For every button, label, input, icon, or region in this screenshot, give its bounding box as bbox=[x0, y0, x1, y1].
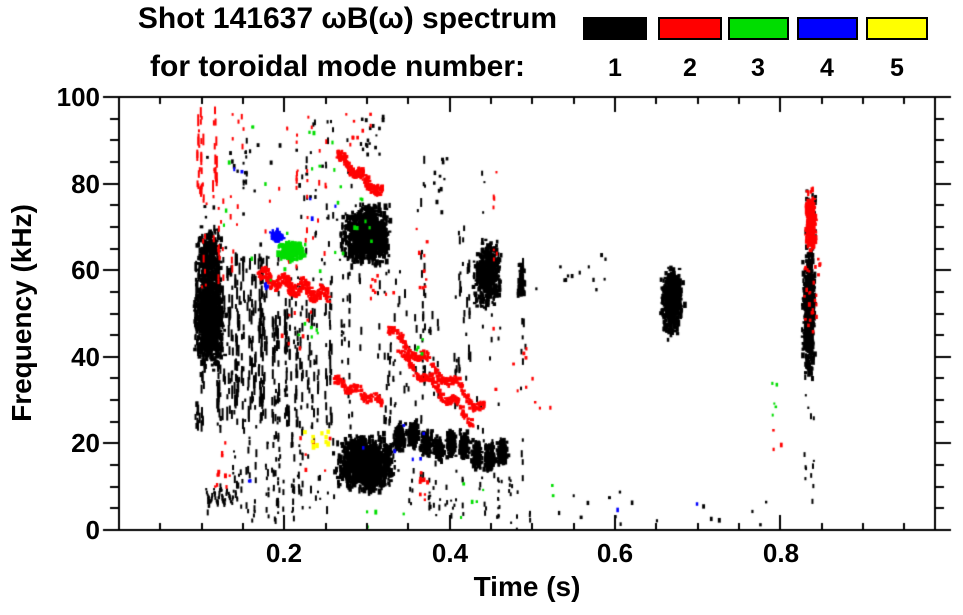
x-tick-label-0.6: 0.6 bbox=[596, 538, 634, 568]
x-tick-label-0.4: 0.4 bbox=[431, 538, 469, 568]
legend-label-mode-5: 5 bbox=[890, 54, 904, 82]
y-tick-label-40: 40 bbox=[71, 342, 100, 372]
chart-subtitle: for toroidal mode number: bbox=[150, 50, 525, 83]
y-tick-label-0: 0 bbox=[85, 515, 100, 545]
legend-swatch-mode-4 bbox=[797, 17, 858, 40]
x-tick-label-0.8: 0.8 bbox=[762, 538, 800, 568]
chart-title: Shot 141637 ωB(ω) spectrum bbox=[137, 2, 558, 35]
y-tick-label-20: 20 bbox=[71, 428, 100, 458]
y-tick-label-60: 60 bbox=[71, 255, 100, 285]
legend-label-mode-3: 3 bbox=[751, 54, 765, 82]
legend-label-mode-2: 2 bbox=[683, 54, 697, 82]
legend-swatch-mode-1 bbox=[583, 17, 647, 40]
y-tick-label-80: 80 bbox=[71, 169, 100, 199]
legend-swatch-mode-5 bbox=[866, 17, 928, 40]
x-axis-label: Time (s) bbox=[473, 571, 581, 602]
legend-swatch-mode-2 bbox=[658, 17, 722, 40]
legend-label-mode-1: 1 bbox=[608, 54, 622, 82]
y-tick-label-100: 100 bbox=[56, 82, 100, 112]
x-tick-label-0.2: 0.2 bbox=[265, 538, 303, 568]
legend-swatch-mode-3 bbox=[728, 17, 789, 40]
legend-label-mode-4: 4 bbox=[820, 54, 834, 82]
y-axis-label: Frequency (kHz) bbox=[6, 204, 37, 422]
